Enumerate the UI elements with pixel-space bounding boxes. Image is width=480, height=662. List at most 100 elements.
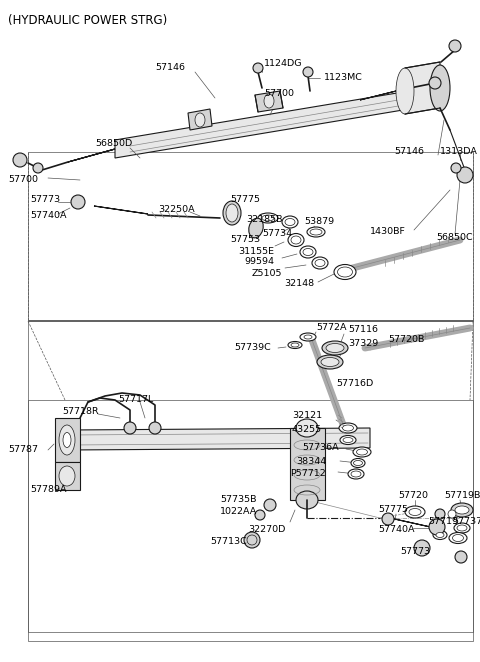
Ellipse shape <box>282 216 298 228</box>
Circle shape <box>451 163 461 173</box>
Text: 38344: 38344 <box>296 457 326 467</box>
Ellipse shape <box>223 201 241 225</box>
Text: 56850D: 56850D <box>95 140 132 148</box>
Bar <box>28 400 473 632</box>
Bar <box>28 320 473 321</box>
Polygon shape <box>55 462 80 490</box>
Ellipse shape <box>455 506 469 514</box>
Text: P57712: P57712 <box>290 469 326 479</box>
Text: 31155E: 31155E <box>238 248 274 256</box>
Ellipse shape <box>436 532 444 538</box>
Ellipse shape <box>296 419 318 437</box>
Circle shape <box>429 77 441 89</box>
Text: 99594: 99594 <box>244 258 274 267</box>
Circle shape <box>124 422 136 434</box>
Bar <box>28 152 473 320</box>
Text: 1313DA: 1313DA <box>440 148 478 156</box>
Circle shape <box>414 540 430 556</box>
Circle shape <box>448 510 456 518</box>
Text: 57773: 57773 <box>400 547 430 557</box>
Ellipse shape <box>457 525 467 531</box>
Polygon shape <box>68 149 115 162</box>
Circle shape <box>455 551 467 563</box>
Circle shape <box>303 67 313 77</box>
Ellipse shape <box>303 248 313 256</box>
Ellipse shape <box>343 425 353 431</box>
Ellipse shape <box>300 333 316 341</box>
Text: 57740A: 57740A <box>30 211 67 220</box>
Ellipse shape <box>339 423 357 433</box>
Ellipse shape <box>353 461 362 465</box>
Ellipse shape <box>300 246 316 258</box>
Text: 57719: 57719 <box>428 518 458 526</box>
Polygon shape <box>94 206 148 214</box>
Ellipse shape <box>317 355 343 369</box>
Ellipse shape <box>296 491 318 509</box>
Polygon shape <box>55 418 80 462</box>
Text: 57146: 57146 <box>394 148 424 156</box>
Text: 57719B: 57719B <box>444 491 480 500</box>
Ellipse shape <box>357 449 368 455</box>
Text: 57700: 57700 <box>8 175 38 185</box>
Circle shape <box>13 153 27 167</box>
Text: 5772A: 5772A <box>316 324 347 332</box>
Text: 57739C: 57739C <box>234 344 271 352</box>
Text: (HYDRAULIC POWER STRG): (HYDRAULIC POWER STRG) <box>8 14 167 27</box>
Ellipse shape <box>430 65 450 111</box>
Circle shape <box>71 195 85 209</box>
Text: 57735B: 57735B <box>220 495 256 504</box>
Polygon shape <box>255 91 283 112</box>
Ellipse shape <box>449 532 467 544</box>
Ellipse shape <box>249 218 263 238</box>
Circle shape <box>435 509 445 519</box>
Ellipse shape <box>304 335 312 339</box>
Text: 1022AA: 1022AA <box>220 508 257 516</box>
Ellipse shape <box>433 530 447 540</box>
Ellipse shape <box>454 523 470 533</box>
Text: 57718R: 57718R <box>62 408 98 416</box>
Text: 57713C: 57713C <box>210 538 247 547</box>
Ellipse shape <box>285 218 295 226</box>
Circle shape <box>449 40 461 52</box>
Text: 57720: 57720 <box>398 491 428 500</box>
Ellipse shape <box>409 508 421 516</box>
Ellipse shape <box>396 68 414 114</box>
Ellipse shape <box>351 471 361 477</box>
Ellipse shape <box>262 215 274 221</box>
Ellipse shape <box>343 438 353 442</box>
Polygon shape <box>115 90 415 158</box>
Ellipse shape <box>405 506 425 518</box>
Text: 1124DG: 1124DG <box>264 60 302 68</box>
Text: 57736A: 57736A <box>302 444 338 453</box>
Text: 32121: 32121 <box>292 412 322 420</box>
Circle shape <box>457 167 473 183</box>
Circle shape <box>149 422 161 434</box>
Text: 57700: 57700 <box>264 89 294 99</box>
Ellipse shape <box>264 94 274 108</box>
Text: 57716D: 57716D <box>336 379 373 389</box>
Text: 43255: 43255 <box>292 426 322 434</box>
Text: 56850C: 56850C <box>436 234 473 242</box>
Circle shape <box>255 510 265 520</box>
Text: 37329: 37329 <box>348 340 378 348</box>
Ellipse shape <box>337 267 352 277</box>
Ellipse shape <box>321 357 339 367</box>
Text: 57737: 57737 <box>452 518 480 526</box>
Text: 57740A: 57740A <box>378 526 415 534</box>
Ellipse shape <box>258 213 278 223</box>
Ellipse shape <box>353 447 371 457</box>
Ellipse shape <box>226 204 238 222</box>
Text: 57775: 57775 <box>230 195 260 205</box>
Ellipse shape <box>351 459 365 467</box>
Text: 32270D: 32270D <box>248 526 286 534</box>
Polygon shape <box>360 90 400 100</box>
Bar <box>28 321 473 641</box>
Polygon shape <box>68 428 370 450</box>
Text: 57720B: 57720B <box>388 336 424 344</box>
Text: 32250A: 32250A <box>158 205 194 214</box>
Text: 57146: 57146 <box>155 64 185 73</box>
Ellipse shape <box>322 341 348 355</box>
Ellipse shape <box>307 227 325 237</box>
Ellipse shape <box>288 342 302 348</box>
Circle shape <box>429 519 445 535</box>
